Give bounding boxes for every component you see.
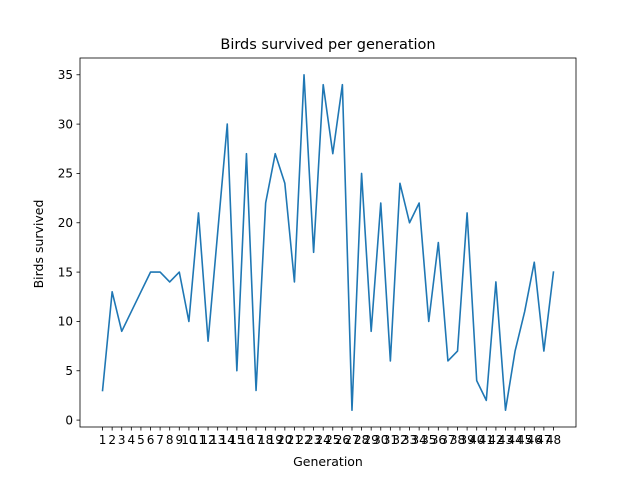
x-tick-label: 26	[335, 433, 350, 447]
x-tick-label: 17	[248, 433, 263, 447]
y-tick-label: 30	[58, 117, 73, 131]
x-tick-label: 11	[191, 433, 206, 447]
x-tick-label: 22	[296, 433, 311, 447]
x-tick-label: 34	[412, 433, 427, 447]
x-tick-label: 40	[469, 433, 484, 447]
x-tick-label: 30	[373, 433, 388, 447]
x-tick-label: 24	[316, 433, 331, 447]
x-tick-label: 31	[383, 433, 398, 447]
chart-title: Birds survived per generation	[220, 37, 435, 53]
y-tick-label: 5	[65, 364, 73, 378]
x-tick-label: 21	[287, 433, 302, 447]
x-tick-label: 45	[517, 433, 532, 447]
x-tick-label: 39	[459, 433, 474, 447]
x-tick-label: 38	[450, 433, 465, 447]
y-tick-label: 15	[58, 265, 73, 279]
x-tick-label: 29	[364, 433, 379, 447]
x-tick-label: 37	[440, 433, 455, 447]
x-tick-label: 36	[431, 433, 446, 447]
x-tick-label: 15	[229, 433, 244, 447]
y-tick-label: 35	[58, 68, 73, 82]
x-tick-label: 2	[108, 433, 116, 447]
x-tick-label: 44	[507, 433, 522, 447]
x-tick-label: 5	[137, 433, 145, 447]
x-axis-label: Generation	[293, 454, 363, 469]
x-tick-label: 13	[210, 433, 225, 447]
x-tick-label: 43	[498, 433, 513, 447]
y-tick-label: 25	[58, 167, 73, 181]
x-tick-label: 7	[156, 433, 164, 447]
y-tick-label: 0	[65, 413, 73, 427]
x-tick-label: 27	[344, 433, 359, 447]
x-tick-label: 25	[325, 433, 340, 447]
y-axis-label: Birds survived	[31, 200, 46, 289]
x-tick-label: 46	[527, 433, 542, 447]
x-tick-label: 23	[306, 433, 321, 447]
x-tick-label: 47	[536, 433, 551, 447]
x-tick-label: 28	[354, 433, 369, 447]
x-tick-label: 41	[479, 433, 494, 447]
x-tick-label: 1	[99, 433, 107, 447]
x-tick-label: 10	[181, 433, 196, 447]
x-tick-label: 16	[239, 433, 254, 447]
x-tick-label: 19	[268, 433, 283, 447]
x-tick-label: 9	[175, 433, 183, 447]
x-tick-label: 18	[258, 433, 273, 447]
x-tick-label: 8	[166, 433, 174, 447]
x-tick-label: 3	[118, 433, 126, 447]
x-tick-label: 35	[421, 433, 436, 447]
y-tick-label: 10	[58, 315, 73, 329]
x-tick-label: 20	[277, 433, 292, 447]
y-tick-label: 20	[58, 216, 73, 230]
x-tick-label: 32	[392, 433, 407, 447]
x-tick-label: 4	[128, 433, 136, 447]
x-tick-label: 14	[220, 433, 235, 447]
x-tick-label: 12	[200, 433, 215, 447]
series-line	[101, 73, 555, 412]
x-tick-label: 33	[402, 433, 417, 447]
x-tick-label: 48	[546, 433, 561, 447]
x-tick-label: 42	[488, 433, 503, 447]
axes-frame	[79, 57, 577, 428]
x-tick-label: 6	[147, 433, 155, 447]
